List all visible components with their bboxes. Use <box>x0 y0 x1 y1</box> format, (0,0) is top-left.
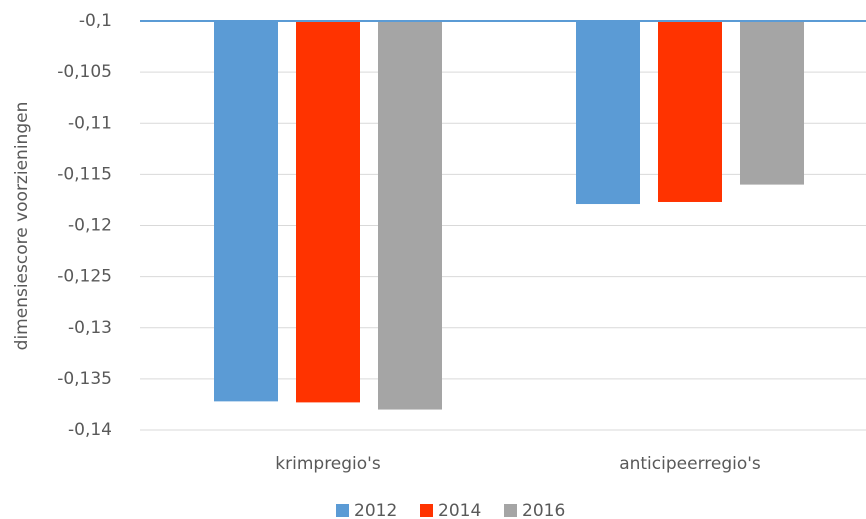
y-tick-label: -0,12 <box>68 216 112 236</box>
legend-label: 2016 <box>522 501 565 519</box>
y-tick-label: -0,1 <box>79 11 112 31</box>
y-tick-label: -0,11 <box>68 113 112 133</box>
legend-swatch <box>336 504 349 517</box>
x-tick-label: anticipeerregio's <box>619 454 761 474</box>
legend-swatch <box>420 504 433 517</box>
y-tick-label: -0,115 <box>57 164 112 184</box>
y-axis-title: dimensiescore voorzieningen <box>12 102 32 351</box>
bar <box>214 21 278 402</box>
bar <box>378 21 442 410</box>
bar <box>576 21 640 205</box>
bar <box>740 21 804 185</box>
x-tick-label: krimpregio's <box>275 454 381 474</box>
y-tick-label: -0,13 <box>68 318 112 338</box>
legend-label: 2012 <box>354 501 397 519</box>
bar <box>658 21 722 202</box>
y-tick-label: -0,135 <box>57 369 112 389</box>
y-tick-label: -0,14 <box>68 420 112 440</box>
y-tick-label: -0,125 <box>57 267 112 287</box>
legend-label: 2014 <box>438 501 481 519</box>
y-tick-label: -0,105 <box>57 62 112 82</box>
bar <box>296 21 360 403</box>
legend-swatch <box>504 504 517 517</box>
